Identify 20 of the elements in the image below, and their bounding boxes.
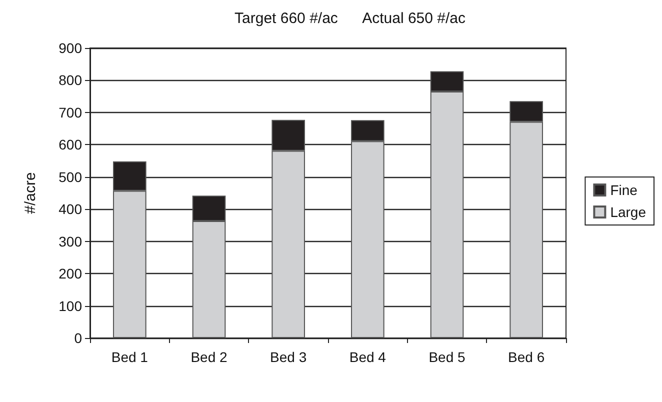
y-tick-label: 0: [74, 330, 82, 346]
y-tick-label: 100: [58, 298, 82, 314]
y-tick-label: 600: [58, 136, 82, 153]
y-tick-label: 300: [58, 233, 82, 250]
y-tick-label: 800: [58, 72, 82, 88]
legend-label: Fine: [610, 182, 638, 198]
chart-title: Target 660 #/ac Actual 650 #/ac: [234, 10, 466, 27]
y-tick-label: 200: [58, 266, 82, 282]
y-tick-label: 500: [58, 168, 82, 185]
x-tick-label: Bed 6: [508, 349, 545, 365]
legend-label: Large: [610, 204, 646, 220]
y-axis-title: #/acre: [22, 172, 39, 214]
x-tick-label: Bed 3: [270, 349, 307, 365]
x-tick-label: Bed 2: [190, 349, 228, 365]
x-tick-label: Bed 1: [111, 349, 148, 365]
y-tick-label: 700: [58, 104, 82, 120]
x-tick-label: Bed 4: [349, 349, 386, 365]
y-tick-label: 400: [58, 201, 82, 218]
y-tick-label: 900: [58, 40, 82, 56]
x-tick-label: Bed 5: [428, 349, 466, 365]
